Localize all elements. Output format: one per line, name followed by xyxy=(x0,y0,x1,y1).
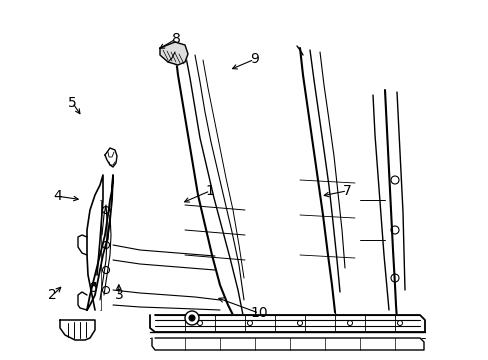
Text: 10: 10 xyxy=(250,306,267,320)
Polygon shape xyxy=(152,338,423,350)
Polygon shape xyxy=(160,42,187,65)
Text: 2: 2 xyxy=(48,288,57,302)
Text: 7: 7 xyxy=(342,184,351,198)
Text: 9: 9 xyxy=(249,53,258,66)
Polygon shape xyxy=(150,315,424,332)
Text: 6: 6 xyxy=(89,281,98,295)
Text: 4: 4 xyxy=(53,189,62,203)
Circle shape xyxy=(184,311,199,325)
Text: 3: 3 xyxy=(114,288,123,302)
Text: 8: 8 xyxy=(171,32,180,46)
Text: 5: 5 xyxy=(68,96,77,109)
Polygon shape xyxy=(60,320,95,340)
Circle shape xyxy=(189,315,195,321)
Text: 1: 1 xyxy=(205,184,214,198)
Polygon shape xyxy=(105,148,117,167)
